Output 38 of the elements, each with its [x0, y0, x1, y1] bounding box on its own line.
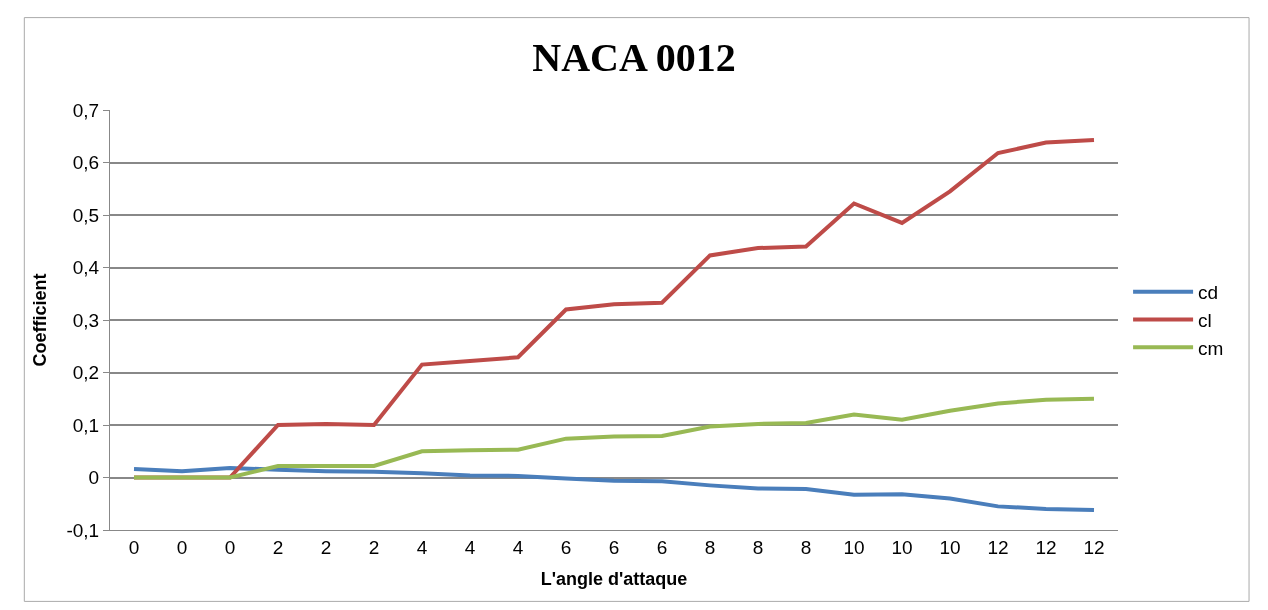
y-tick-label: -0,1: [66, 519, 100, 541]
line-series: [132, 466, 1096, 513]
x-tick-label: 12: [1035, 536, 1057, 558]
y-tick-label: 0,3: [72, 309, 100, 331]
legend-label: cl: [1198, 309, 1212, 331]
x-tick-label: 12: [987, 536, 1009, 558]
y-tick-label: 0,4: [72, 257, 100, 279]
x-tick-label: 0: [128, 536, 140, 558]
x-tick-label: 0: [176, 536, 188, 558]
legend-label: cd: [1198, 282, 1219, 304]
x-tick-label: 6: [608, 536, 620, 558]
x-tick-label: 8: [752, 536, 764, 558]
x-tick-label: 4: [512, 536, 524, 558]
x-tick-label: 2: [272, 536, 284, 558]
y-tick-label: 0,6: [72, 152, 100, 174]
legend-label: cm: [1198, 337, 1224, 359]
y-tick-label: 0,2: [72, 362, 100, 384]
y-tick-label: 0,7: [72, 99, 100, 121]
x-tick-label: 4: [464, 536, 476, 558]
line-series: [132, 396, 1096, 480]
x-tick-label: 8: [704, 536, 716, 558]
x-tick-label: 4: [416, 536, 428, 558]
y-axis-title: Coefficient: [29, 273, 50, 367]
x-tick-label: 0: [224, 536, 236, 558]
x-tick-label: 10: [891, 536, 913, 558]
y-tick-label: 0,5: [72, 204, 100, 226]
chart-title: NACA 0012: [532, 34, 736, 80]
x-tick-label: 6: [656, 536, 668, 558]
x-tick-label: 2: [368, 536, 380, 558]
x-tick-label: 8: [800, 536, 812, 558]
x-tick-label: 12: [1083, 536, 1105, 558]
x-axis-title: L'angle d'attaque: [540, 568, 688, 589]
y-tick-label: 0,1: [72, 414, 100, 436]
x-tick-label: 2: [320, 536, 332, 558]
y-tick-label: 0: [88, 467, 100, 489]
x-tick-label: 6: [560, 536, 572, 558]
x-tick-label: 10: [843, 536, 865, 558]
x-tick-label: 10: [939, 536, 961, 558]
